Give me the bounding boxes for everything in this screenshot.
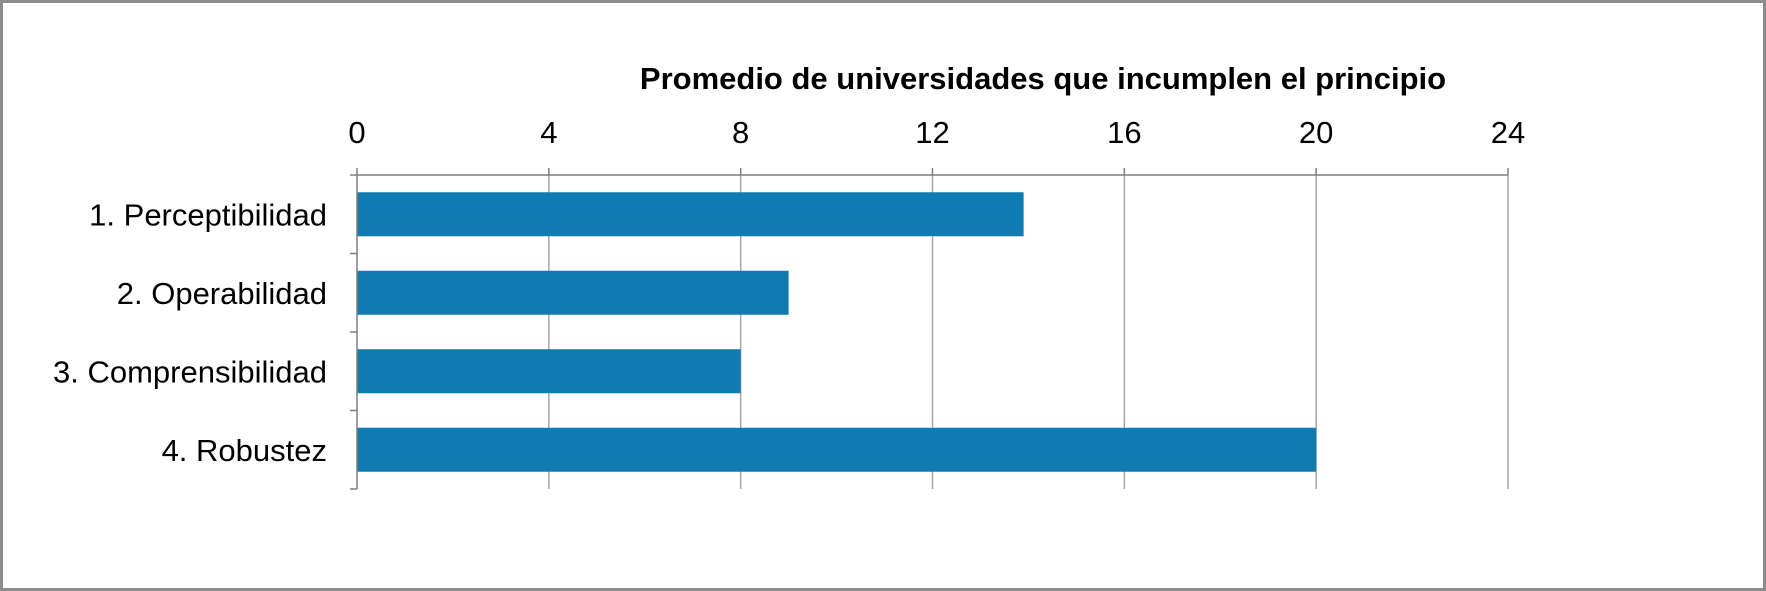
x-tick-label-2: 8 [732, 115, 749, 150]
x-tick-label-6: 24 [1491, 115, 1525, 150]
x-tick-label-3: 12 [915, 115, 949, 150]
bar-2 [357, 270, 789, 315]
x-tick-labels: 0 4 8 12 16 20 24 [348, 115, 1525, 150]
x-tick-label-5: 20 [1299, 115, 1333, 150]
category-label-4: 4. Robustez [162, 433, 327, 468]
x-axis-title: Promedio de universidades que incumplen … [640, 61, 1446, 96]
bar-3 [357, 349, 741, 394]
x-tick-label-1: 4 [540, 115, 557, 150]
x-tick-label-0: 0 [348, 115, 365, 150]
bar-1 [357, 192, 1024, 237]
category-label-2: 2. Operabilidad [117, 276, 327, 311]
bar-chart: 0 4 8 12 16 20 24 1. Perceptibilidad 2. Operabi… [53, 61, 1525, 490]
axes [350, 168, 1509, 490]
category-labels: 1. Perceptibilidad 2. Operabilidad 3. Comp… [53, 197, 327, 468]
category-label-1: 1. Perceptibilidad [89, 197, 327, 232]
category-label-3: 3. Comprensibilidad [53, 354, 327, 389]
x-tick-label-4: 16 [1107, 115, 1141, 150]
bar-4 [357, 427, 1317, 472]
bars [357, 192, 1317, 472]
